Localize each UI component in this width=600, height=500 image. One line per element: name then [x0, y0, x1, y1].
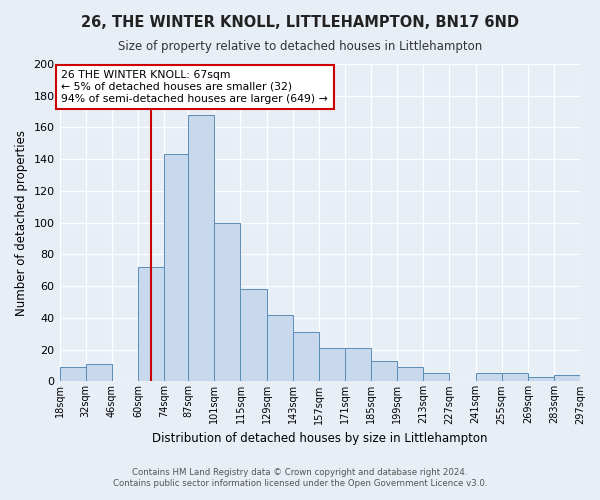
Bar — [528, 376, 554, 382]
Bar — [266, 314, 293, 382]
Y-axis label: Number of detached properties: Number of detached properties — [15, 130, 28, 316]
Bar — [241, 290, 266, 382]
Bar — [502, 374, 528, 382]
Text: Contains HM Land Registry data © Crown copyright and database right 2024.
Contai: Contains HM Land Registry data © Crown c… — [113, 468, 487, 487]
Bar — [214, 222, 241, 382]
Bar — [345, 348, 371, 382]
Bar — [164, 154, 188, 382]
Text: 26, THE WINTER KNOLL, LITTLEHAMPTON, BN17 6ND: 26, THE WINTER KNOLL, LITTLEHAMPTON, BN1… — [81, 15, 519, 30]
Bar — [371, 361, 397, 382]
Bar — [424, 374, 449, 382]
Text: 26 THE WINTER KNOLL: 67sqm
← 5% of detached houses are smaller (32)
94% of semi-: 26 THE WINTER KNOLL: 67sqm ← 5% of detac… — [61, 70, 328, 104]
Bar — [319, 348, 345, 382]
Bar — [59, 367, 86, 382]
Bar — [293, 332, 319, 382]
X-axis label: Distribution of detached houses by size in Littlehampton: Distribution of detached houses by size … — [152, 432, 488, 445]
Bar — [554, 375, 580, 382]
Bar — [397, 367, 424, 382]
Bar — [476, 374, 502, 382]
Text: Size of property relative to detached houses in Littlehampton: Size of property relative to detached ho… — [118, 40, 482, 53]
Bar — [188, 115, 214, 382]
Bar — [138, 267, 164, 382]
Bar — [86, 364, 112, 382]
